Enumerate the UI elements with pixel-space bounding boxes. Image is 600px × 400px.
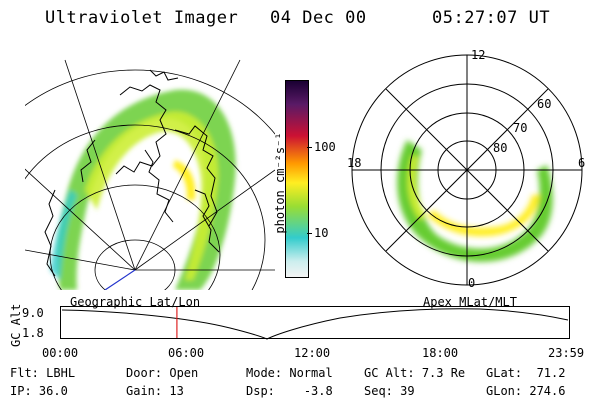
altitude-xtick-1200: 12:00 — [294, 346, 331, 360]
dsp-value: -3.8 — [303, 384, 333, 398]
dsp-field: Dsp: -3.8 — [246, 384, 333, 398]
polar-map-label: Apex MLat/MLT — [423, 295, 517, 309]
polar-mlat-mlt-plot — [351, 54, 583, 286]
lat-lon-grid — [25, 59, 275, 290]
mlt-label-12: 12 — [471, 48, 486, 62]
altitude-xtick-2359: 23:59 — [548, 346, 585, 360]
altitude-ytick-high: 9.0 — [22, 306, 44, 320]
colorbar-label-10: 10 — [314, 226, 329, 240]
altitude-xtick-0000: 00:00 — [42, 346, 79, 360]
altitude-xtick-1800: 18:00 — [422, 346, 459, 360]
filter-label: Flt: — [10, 366, 39, 380]
glat-label: GLat: — [486, 366, 523, 380]
glon-field: GLon: 274.6 — [486, 384, 565, 398]
mlt-label-6: 6 — [578, 156, 586, 170]
colorbar-tick-10 — [307, 233, 312, 234]
mode-label: Mode: — [246, 366, 283, 380]
coastlines — [44, 69, 220, 277]
observation-time: 05:27:07 UT — [432, 8, 551, 28]
colorbar-units: photon cm⁻²s⁻¹ — [273, 132, 287, 234]
glon-label: GLon: — [486, 384, 523, 398]
altitude-curve — [61, 308, 569, 340]
altitude-xtick-0600: 06:00 — [168, 346, 205, 360]
lat-label-70: 70 — [513, 121, 528, 135]
altitude-plot — [60, 306, 570, 340]
colorbar-label-100: 100 — [314, 140, 336, 154]
seq-label: Seq: — [364, 384, 393, 398]
colorbar — [285, 80, 309, 278]
door-label: Door: — [126, 366, 163, 380]
gain-value: 13 — [169, 384, 184, 398]
ip-value: 36.0 — [38, 384, 68, 398]
filter-field: Flt: LBHL — [10, 366, 75, 380]
altitude-ytick-low: 1.8 — [22, 326, 44, 340]
ip-field: IP: 36.0 — [10, 384, 68, 398]
glat-field: GLat: 71.2 — [486, 366, 565, 380]
aurora-emission-geo — [50, 89, 236, 290]
seq-value: 39 — [400, 384, 415, 398]
gcalt-label: GC Alt: — [364, 366, 415, 380]
lat-label-80: 80 — [493, 141, 508, 155]
altitude-ylabel: GC Alt — [9, 303, 23, 347]
filter-value: LBHL — [46, 366, 76, 380]
glat-value: 71.2 — [536, 366, 566, 380]
mlt-label-0: 0 — [468, 276, 476, 290]
gcalt-field: GC Alt: 7.3 Re — [364, 366, 465, 380]
dsp-label: Dsp: — [246, 384, 275, 398]
ip-label: IP: — [10, 384, 32, 398]
subsolar-meridian — [104, 269, 136, 290]
door-value: Open — [169, 366, 199, 380]
gain-field: Gain: 13 — [126, 384, 184, 398]
door-field: Door: Open — [126, 366, 198, 380]
polar-grid — [351, 54, 583, 286]
geographic-map-label: Geographic Lat/Lon — [70, 295, 201, 309]
seq-field: Seq: 39 — [364, 384, 415, 398]
gcalt-value: 7.3 Re — [421, 366, 466, 380]
aurora-emission-polar — [397, 140, 553, 262]
mode-value: Normal — [289, 366, 333, 380]
mlt-label-18: 18 — [347, 156, 362, 170]
mode-field: Mode: Normal — [246, 366, 333, 380]
glon-value: 274.6 — [529, 384, 566, 398]
colorbar-tick-100 — [307, 147, 312, 148]
geographic-map — [25, 59, 275, 290]
lat-label-60: 60 — [537, 97, 552, 111]
observation-date: 04 Dec 00 — [270, 8, 367, 28]
instrument-title: Ultraviolet Imager — [45, 8, 239, 28]
gain-label: Gain: — [126, 384, 163, 398]
